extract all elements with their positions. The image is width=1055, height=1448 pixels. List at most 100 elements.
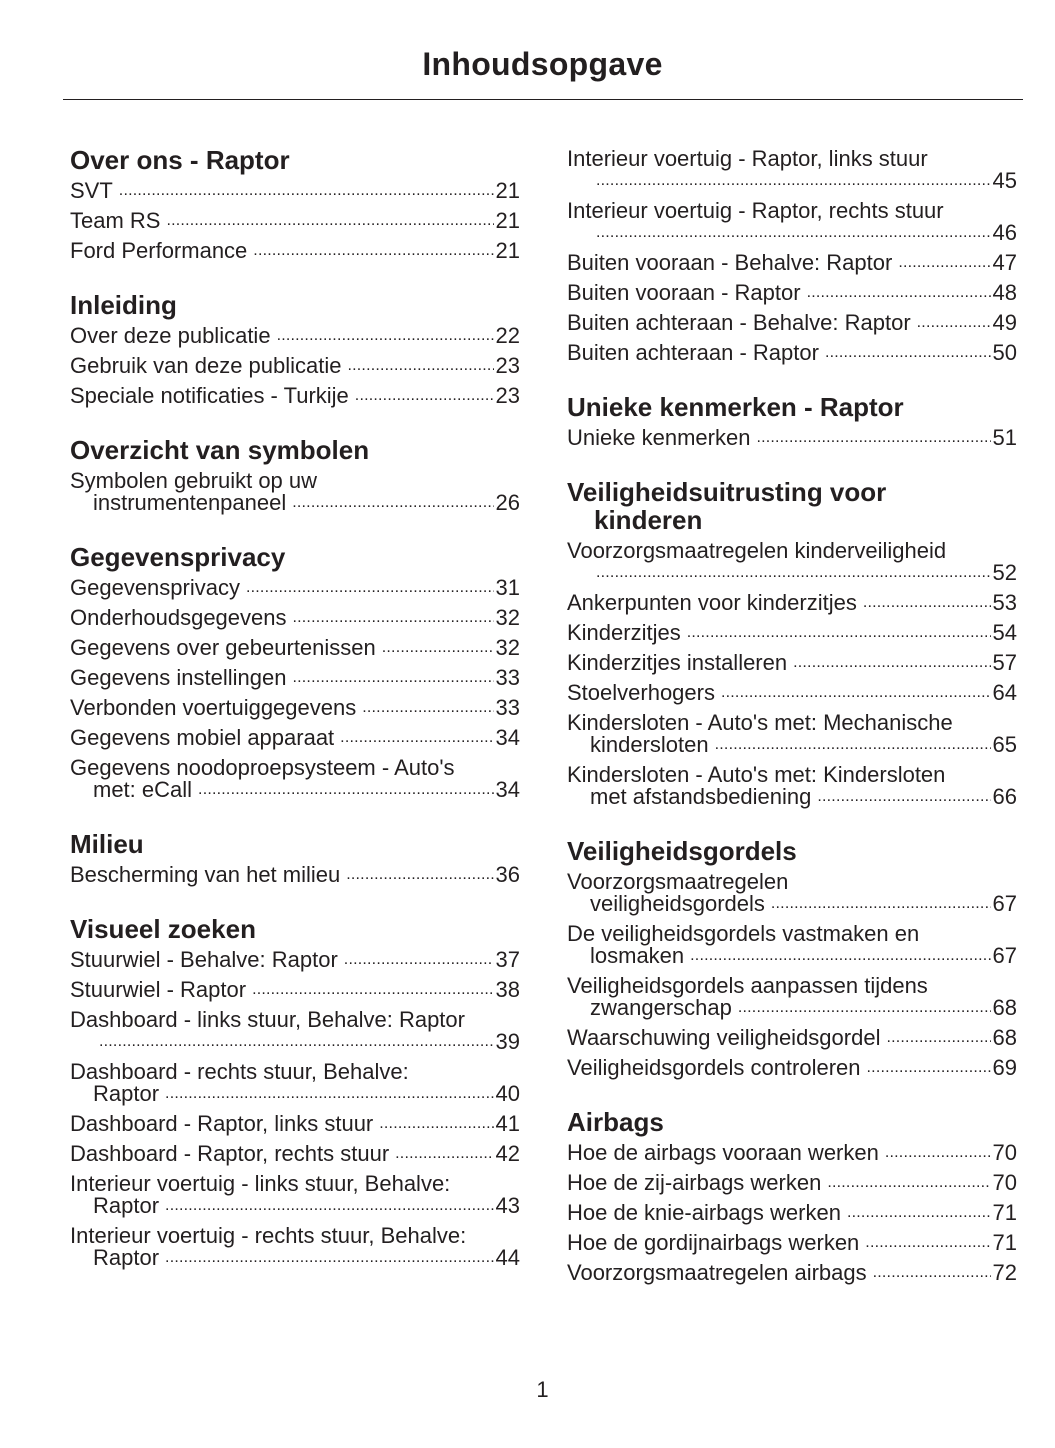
- toc-page-number[interactable]: 49: [992, 310, 1017, 335]
- toc-entry[interactable]: Stoelverhogers 64: [567, 678, 1017, 708]
- toc-entry[interactable]: Team RS 21: [70, 206, 520, 236]
- toc-entry[interactable]: Dashboard - links stuur, Behalve: Raptor…: [70, 1005, 520, 1057]
- toc-page-number[interactable]: 40: [495, 1081, 520, 1106]
- toc-page-number[interactable]: 72: [992, 1260, 1017, 1285]
- toc-page-number[interactable]: 21: [495, 238, 520, 263]
- toc-entry[interactable]: Speciale notificaties - Turkije 23: [70, 381, 520, 411]
- toc-page-number[interactable]: 39: [495, 1029, 520, 1054]
- toc-entry[interactable]: Verbonden voertuiggegevens 33: [70, 693, 520, 723]
- toc-page-number[interactable]: 26: [495, 490, 520, 515]
- toc-page-number[interactable]: 23: [495, 353, 520, 378]
- toc-page-number[interactable]: 38: [495, 977, 520, 1002]
- toc-entry[interactable]: Over deze publicatie 22: [70, 321, 520, 351]
- toc-entry-text[interactable]: Buiten vooraan - Raptor: [567, 280, 801, 305]
- toc-entry[interactable]: Veiligheidsgordels aanpassen tijdens zwan…: [567, 971, 1017, 1023]
- toc-entry[interactable]: Buiten achteraan - Behalve: Raptor 49: [567, 308, 1017, 338]
- toc-entry-text[interactable]: Dashboard - rechts stuur, Behalve:: [70, 1059, 409, 1084]
- toc-page-number[interactable]: 70: [992, 1170, 1017, 1195]
- toc-entry-text[interactable]: Dashboard - Raptor, rechts stuur: [70, 1141, 390, 1166]
- toc-page-number[interactable]: 52: [992, 560, 1017, 585]
- toc-entry-text[interactable]: Dashboard - links stuur, Behalve: Raptor: [70, 1007, 465, 1032]
- toc-entry[interactable]: Buiten vooraan - Raptor 48: [567, 278, 1017, 308]
- toc-page-number[interactable]: 41: [495, 1111, 520, 1136]
- toc-entry-text[interactable]: Interieur voertuig - links stuur, Behalv…: [70, 1171, 451, 1196]
- toc-entry-text[interactable]: Hoe de gordijnairbags werken: [567, 1230, 860, 1255]
- toc-entry[interactable]: Gegevens noodoproepsysteem - Auto's met: …: [70, 753, 520, 805]
- toc-entry-text[interactable]: SVT: [70, 178, 113, 203]
- toc-entry[interactable]: Kindersloten - Auto's met: Kindersloten m…: [567, 760, 1017, 812]
- toc-entry[interactable]: Interieur voertuig - links stuur, Behalv…: [70, 1169, 520, 1221]
- toc-entry-text[interactable]: De veiligheidsgordels vastmaken en: [567, 921, 920, 946]
- toc-page-number[interactable]: 45: [992, 168, 1017, 193]
- toc-entry-text[interactable]: Over deze publicatie: [70, 323, 271, 348]
- toc-entry-text[interactable]: Hoe de knie-airbags werken: [567, 1200, 841, 1225]
- toc-entry[interactable]: Kindersloten - Auto's met: Mechanische ki…: [567, 708, 1017, 760]
- toc-entry-text[interactable]: Voorzorgsmaatregelen kinderveiligheid: [567, 538, 947, 563]
- toc-entry-text[interactable]: Speciale notificaties - Turkije: [70, 383, 349, 408]
- toc-page-number[interactable]: 48: [992, 280, 1017, 305]
- toc-entry-text[interactable]: Interieur voertuig - Raptor, rechts stuu…: [567, 198, 944, 223]
- toc-entry-text[interactable]: Buiten achteraan - Behalve: Raptor: [567, 310, 911, 335]
- toc-page-number[interactable]: 31: [495, 575, 520, 600]
- toc-entry[interactable]: Symbolen gebruikt op uw instrumentenpanee…: [70, 466, 520, 518]
- toc-page-number[interactable]: 33: [495, 665, 520, 690]
- toc-entry[interactable]: Interieur voertuig - Raptor, links stuur…: [567, 144, 1017, 196]
- toc-entry[interactable]: SVT 21: [70, 176, 520, 206]
- toc-entry-text[interactable]: Gegevens mobiel apparaat: [70, 725, 335, 750]
- toc-entry[interactable]: Ford Performance 21: [70, 236, 520, 266]
- toc-entry-text[interactable]: Dashboard - Raptor, links stuur: [70, 1111, 374, 1136]
- toc-entry[interactable]: Dashboard - rechts stuur, Behalve: Raptor…: [70, 1057, 520, 1109]
- toc-entry-text[interactable]: instrumentenpaneel: [93, 490, 287, 515]
- toc-entry[interactable]: Gebruik van deze publicatie 23: [70, 351, 520, 381]
- toc-page-number[interactable]: 57: [992, 650, 1017, 675]
- toc-entry-text[interactable]: Stoelverhogers: [567, 680, 715, 705]
- toc-entry-text[interactable]: veiligheidsgordels: [590, 891, 765, 916]
- toc-entry-text[interactable]: Buiten achteraan - Raptor: [567, 340, 819, 365]
- toc-page-number[interactable]: 23: [495, 383, 520, 408]
- toc-page-number[interactable]: 64: [992, 680, 1017, 705]
- toc-entry-text[interactable]: Unieke kenmerken: [567, 425, 751, 450]
- toc-page-number[interactable]: 21: [495, 208, 520, 233]
- toc-entry[interactable]: Voorzorgsmaatregelen kinderveiligheid 52: [567, 536, 1017, 588]
- toc-entry-text[interactable]: Voorzorgsmaatregelen airbags: [567, 1260, 867, 1285]
- toc-entry[interactable]: Gegevens mobiel apparaat 34: [70, 723, 520, 753]
- toc-entry-text[interactable]: Ford Performance: [70, 238, 248, 263]
- toc-entry[interactable]: Hoe de airbags vooraan werken 70: [567, 1138, 1017, 1168]
- toc-page-number[interactable]: 71: [992, 1200, 1017, 1225]
- toc-entry-text[interactable]: Veiligheidsgordels controleren: [567, 1055, 861, 1080]
- toc-entry[interactable]: De veiligheidsgordels vastmaken en losmak…: [567, 919, 1017, 971]
- toc-entry[interactable]: Interieur voertuig - Raptor, rechts stuu…: [567, 196, 1017, 248]
- toc-entry-text[interactable]: Stuurwiel - Raptor: [70, 977, 247, 1002]
- toc-entry[interactable]: Gegevens over gebeurtenissen 32: [70, 633, 520, 663]
- toc-entry-text[interactable]: Gegevens instellingen: [70, 665, 287, 690]
- toc-entry-text[interactable]: Team RS: [70, 208, 161, 233]
- toc-entry[interactable]: Voorzorgsmaatregelen airbags 72: [567, 1258, 1017, 1288]
- toc-entry-text[interactable]: Gegevens noodoproepsysteem - Auto's: [70, 755, 455, 780]
- toc-entry[interactable]: Onderhoudsgegevens 32: [70, 603, 520, 633]
- toc-entry-text[interactable]: kindersloten: [590, 732, 709, 757]
- toc-page-number[interactable]: 66: [992, 784, 1017, 809]
- toc-entry[interactable]: Interieur voertuig - rechts stuur, Behal…: [70, 1221, 520, 1273]
- toc-entry[interactable]: Dashboard - Raptor, rechts stuur 42: [70, 1139, 520, 1169]
- toc-page-number[interactable]: 53: [992, 590, 1017, 615]
- toc-entry-text[interactable]: Gegevens over gebeurtenissen: [70, 635, 376, 660]
- toc-page-number[interactable]: 67: [992, 891, 1017, 916]
- toc-page-number[interactable]: 68: [992, 995, 1017, 1020]
- toc-entry-text[interactable]: Raptor: [93, 1193, 160, 1218]
- toc-entry[interactable]: Hoe de knie-airbags werken 71: [567, 1198, 1017, 1228]
- toc-entry-text[interactable]: Ankerpunten voor kinderzitjes: [567, 590, 857, 615]
- toc-entry-text[interactable]: Veiligheidsgordels aanpassen tijdens: [567, 973, 928, 998]
- toc-page-number[interactable]: 21: [495, 178, 520, 203]
- toc-entry-text[interactable]: Hoe de zij-airbags werken: [567, 1170, 822, 1195]
- toc-entry[interactable]: Veiligheidsgordels controleren 69: [567, 1053, 1017, 1083]
- toc-page-number[interactable]: 44: [495, 1245, 520, 1270]
- toc-entry[interactable]: Stuurwiel - Raptor 38: [70, 975, 520, 1005]
- toc-entry-text[interactable]: Raptor: [93, 1081, 160, 1106]
- toc-entry[interactable]: Stuurwiel - Behalve: Raptor 37: [70, 945, 520, 975]
- toc-entry[interactable]: Kinderzitjes installeren 57: [567, 648, 1017, 678]
- toc-entry-text[interactable]: Raptor: [93, 1245, 160, 1270]
- toc-entry-text[interactable]: Symbolen gebruikt op uw: [70, 468, 318, 493]
- toc-page-number[interactable]: 32: [495, 605, 520, 630]
- toc-entry[interactable]: Gegevens instellingen 33: [70, 663, 520, 693]
